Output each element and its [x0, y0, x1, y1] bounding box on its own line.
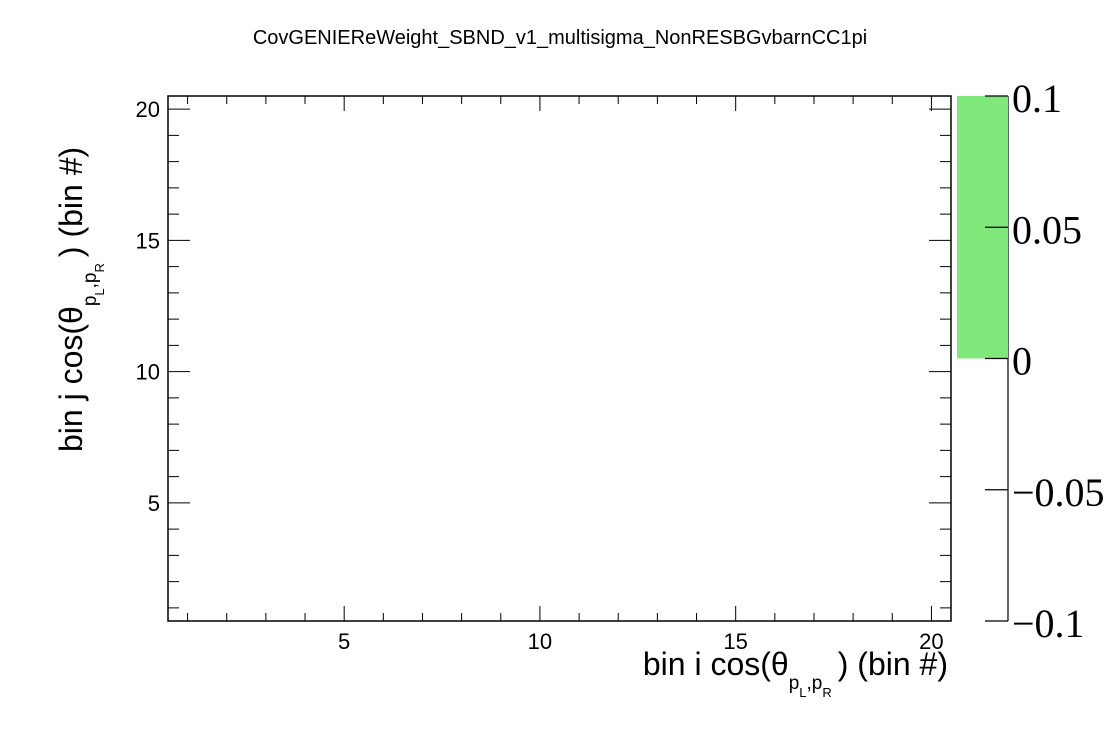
color-scale-tick-label: −0.1 — [1012, 601, 1085, 646]
chart-title: CovGENIEReWeight_SBND_v1_multisigma_NonR… — [253, 27, 867, 49]
x-axis-label-suffix: ) (bin #) — [838, 646, 948, 682]
y-axis-label-suffix: ) (bin #) — [53, 147, 89, 257]
y-axis-label-sub-b: p — [80, 272, 101, 283]
y-tick-label: 15 — [136, 228, 160, 253]
y-axis-label-sub-comma: , — [80, 283, 101, 288]
color-scale-tick-label: 0.1 — [1012, 76, 1062, 121]
x-tick-label: 10 — [528, 629, 552, 654]
svg-text:bin j cos(θpL,pR) (bin #): bin j cos(θpL,pR) (bin #) — [53, 147, 107, 452]
x-axis-label-sub-a: p — [789, 673, 800, 694]
y-tick-label: 5 — [148, 491, 160, 516]
color-scale-tick-label: 0.05 — [1012, 207, 1082, 252]
color-scale-tick-label: 0 — [1012, 339, 1032, 384]
plot-frame — [167, 95, 952, 622]
x-axis-label-sub-b: p — [812, 673, 823, 694]
x-tick-label: 15 — [723, 629, 747, 654]
y-axis-label-sub-a: p — [80, 296, 101, 307]
x-axis-label-prefix: bin i cos(θ — [643, 646, 789, 682]
svg-text:bin i cos(θpL,pR) (bin #): bin i cos(θpL,pR) (bin #) — [643, 646, 948, 700]
x-axis-label-sub-b-index: R — [822, 685, 831, 700]
y-axis-label: bin j cos(θpL,pR) (bin #) — [53, 147, 107, 452]
x-tick-label: 20 — [919, 629, 943, 654]
y-axis-label-prefix: bin j cos(θ — [53, 306, 89, 452]
x-tick-label: 5 — [338, 629, 350, 654]
color-scale: −0.1 −0.05 0 0.05 0.1 — [957, 76, 1105, 646]
x-axis-ticks: 5 10 15 20 — [187, 96, 944, 654]
y-tick-label: 10 — [136, 360, 160, 385]
y-axis-label-sub-a-index: L — [92, 288, 107, 295]
y-axis-label-sub-b-index: R — [92, 263, 107, 272]
color-scale-tick-label: −0.05 — [1012, 470, 1105, 515]
x-axis-label: bin i cos(θpL,pR) (bin #) — [643, 646, 948, 700]
y-tick-label: 20 — [136, 97, 160, 122]
y-axis-ticks: 5 10 15 20 — [136, 97, 951, 609]
x-axis-label-sub-comma: , — [807, 673, 812, 694]
x-axis-label-sub-a-index: L — [799, 685, 806, 700]
